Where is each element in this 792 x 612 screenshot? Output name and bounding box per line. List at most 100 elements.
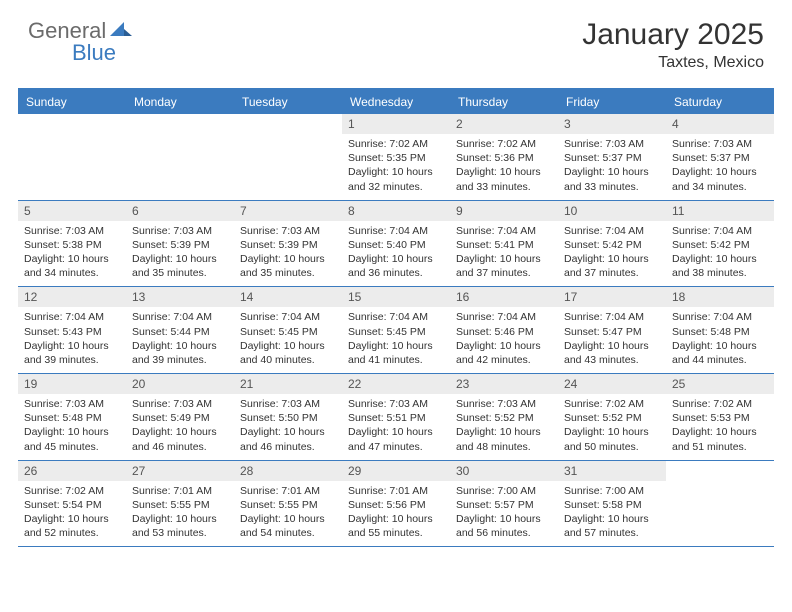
day-details: Sunrise: 7:03 AMSunset: 5:49 PMDaylight:… [130,397,230,454]
day-number: 13 [126,287,234,307]
day-number: 3 [558,114,666,134]
day-cell: 2Sunrise: 7:02 AMSunset: 5:36 PMDaylight… [450,114,558,200]
day-header: Friday [558,90,666,114]
day-details: Sunrise: 7:04 AMSunset: 5:44 PMDaylight:… [130,310,230,367]
day-details: Sunrise: 7:00 AMSunset: 5:58 PMDaylight:… [562,484,662,541]
day-details: Sunrise: 7:02 AMSunset: 5:53 PMDaylight:… [670,397,770,454]
day-cell [18,114,126,200]
day-number: 20 [126,374,234,394]
day-cell: 16Sunrise: 7:04 AMSunset: 5:46 PMDayligh… [450,287,558,373]
day-details: Sunrise: 7:04 AMSunset: 5:42 PMDaylight:… [562,224,662,281]
day-number: 30 [450,461,558,481]
day-number: 11 [666,201,774,221]
week-row: 19 Sunrise: 7:03 AMSunset: 5:48 PMDayligh… [18,374,774,461]
empty-day [666,461,774,479]
day-cell: 26 Sunrise: 7:02 AMSunset: 5:54 PMDayligh… [18,461,126,547]
day-cell [666,461,774,547]
day-cell: 11 Sunrise: 7:04 AMSunset: 5:42 PMDayligh… [666,201,774,287]
day-cell: 25 Sunrise: 7:02 AMSunset: 5:53 PMDayligh… [666,374,774,460]
day-details: Sunrise: 7:04 AMSunset: 5:47 PMDaylight:… [562,310,662,367]
weeks-container: 1 Sunrise: 7:02 AMSunset: 5:35 PMDaylight… [18,114,774,547]
day-header: Saturday [666,90,774,114]
day-cell: 14 Sunrise: 7:04 AMSunset: 5:45 PMDayligh… [234,287,342,373]
day-cell: 4Sunrise: 7:03 AMSunset: 5:37 PMDaylight… [666,114,774,200]
day-details: Sunrise: 7:04 AMSunset: 5:42 PMDaylight:… [670,224,770,281]
day-cell: 1 Sunrise: 7:02 AMSunset: 5:35 PMDaylight… [342,114,450,200]
day-cell [126,114,234,200]
day-cell: 8 Sunrise: 7:04 AMSunset: 5:40 PMDaylight… [342,201,450,287]
day-cell: 5Sunrise: 7:03 AMSunset: 5:38 PMDaylight… [18,201,126,287]
day-number: 19 [18,374,126,394]
day-number: 8 [342,201,450,221]
day-number: 14 [234,287,342,307]
day-cell: 29 Sunrise: 7:01 AMSunset: 5:56 PMDayligh… [342,461,450,547]
empty-day [18,114,126,132]
day-cell: 22 Sunrise: 7:03 AMSunset: 5:51 PMDayligh… [342,374,450,460]
day-cell: 6 Sunrise: 7:03 AMSunset: 5:39 PMDaylight… [126,201,234,287]
day-cell: 13 Sunrise: 7:04 AMSunset: 5:44 PMDayligh… [126,287,234,373]
empty-day [234,114,342,132]
day-number: 5 [18,201,126,221]
day-cell: 9 Sunrise: 7:04 AMSunset: 5:41 PMDaylight… [450,201,558,287]
day-header: Monday [126,90,234,114]
day-details: Sunrise: 7:04 AMSunset: 5:41 PMDaylight:… [454,224,554,281]
day-cell: 21Sunrise: 7:03 AMSunset: 5:50 PMDayligh… [234,374,342,460]
day-details: Sunrise: 7:03 AMSunset: 5:39 PMDaylight:… [130,224,230,281]
day-cell: 30 Sunrise: 7:00 AMSunset: 5:57 PMDayligh… [450,461,558,547]
day-details: Sunrise: 7:04 AMSunset: 5:40 PMDaylight:… [346,224,446,281]
day-cell: 3Sunrise: 7:03 AMSunset: 5:37 PMDaylight… [558,114,666,200]
day-cell: 19 Sunrise: 7:03 AMSunset: 5:48 PMDayligh… [18,374,126,460]
day-details: Sunrise: 7:04 AMSunset: 5:45 PMDaylight:… [238,310,338,367]
day-number: 12 [18,287,126,307]
day-number: 9 [450,201,558,221]
day-details: Sunrise: 7:00 AMSunset: 5:57 PMDaylight:… [454,484,554,541]
day-cell: 24Sunrise: 7:02 AMSunset: 5:52 PMDayligh… [558,374,666,460]
day-header: Sunday [18,90,126,114]
day-header: Wednesday [342,90,450,114]
day-number: 1 [342,114,450,134]
day-number: 28 [234,461,342,481]
week-row: 12Sunrise: 7:04 AMSunset: 5:43 PMDayligh… [18,287,774,374]
day-cell: 17 Sunrise: 7:04 AMSunset: 5:47 PMDayligh… [558,287,666,373]
day-details: Sunrise: 7:03 AMSunset: 5:39 PMDaylight:… [238,224,338,281]
day-number: 17 [558,287,666,307]
week-row: 26 Sunrise: 7:02 AMSunset: 5:54 PMDayligh… [18,461,774,548]
day-details: Sunrise: 7:01 AMSunset: 5:55 PMDaylight:… [130,484,230,541]
day-cell: 7Sunrise: 7:03 AMSunset: 5:39 PMDaylight… [234,201,342,287]
empty-day [126,114,234,132]
day-details: Sunrise: 7:02 AMSunset: 5:54 PMDaylight:… [22,484,122,541]
day-number: 15 [342,287,450,307]
day-details: Sunrise: 7:03 AMSunset: 5:52 PMDaylight:… [454,397,554,454]
day-number: 24 [558,374,666,394]
day-details: Sunrise: 7:01 AMSunset: 5:56 PMDaylight:… [346,484,446,541]
day-number: 23 [450,374,558,394]
day-number: 10 [558,201,666,221]
day-cell: 12Sunrise: 7:04 AMSunset: 5:43 PMDayligh… [18,287,126,373]
day-details: Sunrise: 7:01 AMSunset: 5:55 PMDaylight:… [238,484,338,541]
day-details: Sunrise: 7:03 AMSunset: 5:51 PMDaylight:… [346,397,446,454]
location-text: Taxtes, Mexico [582,54,764,72]
day-number: 25 [666,374,774,394]
day-details: Sunrise: 7:02 AMSunset: 5:35 PMDaylight:… [346,137,446,194]
day-cell: 27Sunrise: 7:01 AMSunset: 5:55 PMDayligh… [126,461,234,547]
day-number: 6 [126,201,234,221]
header: General Blue January 2025 Taxtes, Mexico [0,0,792,80]
day-cell: 20 Sunrise: 7:03 AMSunset: 5:49 PMDayligh… [126,374,234,460]
day-details: Sunrise: 7:04 AMSunset: 5:48 PMDaylight:… [670,310,770,367]
day-details: Sunrise: 7:03 AMSunset: 5:48 PMDaylight:… [22,397,122,454]
day-cell: 15Sunrise: 7:04 AMSunset: 5:45 PMDayligh… [342,287,450,373]
day-number: 26 [18,461,126,481]
week-row: 1 Sunrise: 7:02 AMSunset: 5:35 PMDaylight… [18,114,774,201]
day-number: 18 [666,287,774,307]
day-cell: 18 Sunrise: 7:04 AMSunset: 5:48 PMDayligh… [666,287,774,373]
day-number: 29 [342,461,450,481]
day-cell [234,114,342,200]
day-number: 22 [342,374,450,394]
logo-text-blue: Blue [72,40,116,66]
day-cell: 31Sunrise: 7:00 AMSunset: 5:58 PMDayligh… [558,461,666,547]
day-header: Thursday [450,90,558,114]
week-row: 5Sunrise: 7:03 AMSunset: 5:38 PMDaylight… [18,201,774,288]
day-header-row: SundayMondayTuesdayWednesdayThursdayFrid… [18,90,774,114]
day-header: Tuesday [234,90,342,114]
day-cell: 23 Sunrise: 7:03 AMSunset: 5:52 PMDayligh… [450,374,558,460]
